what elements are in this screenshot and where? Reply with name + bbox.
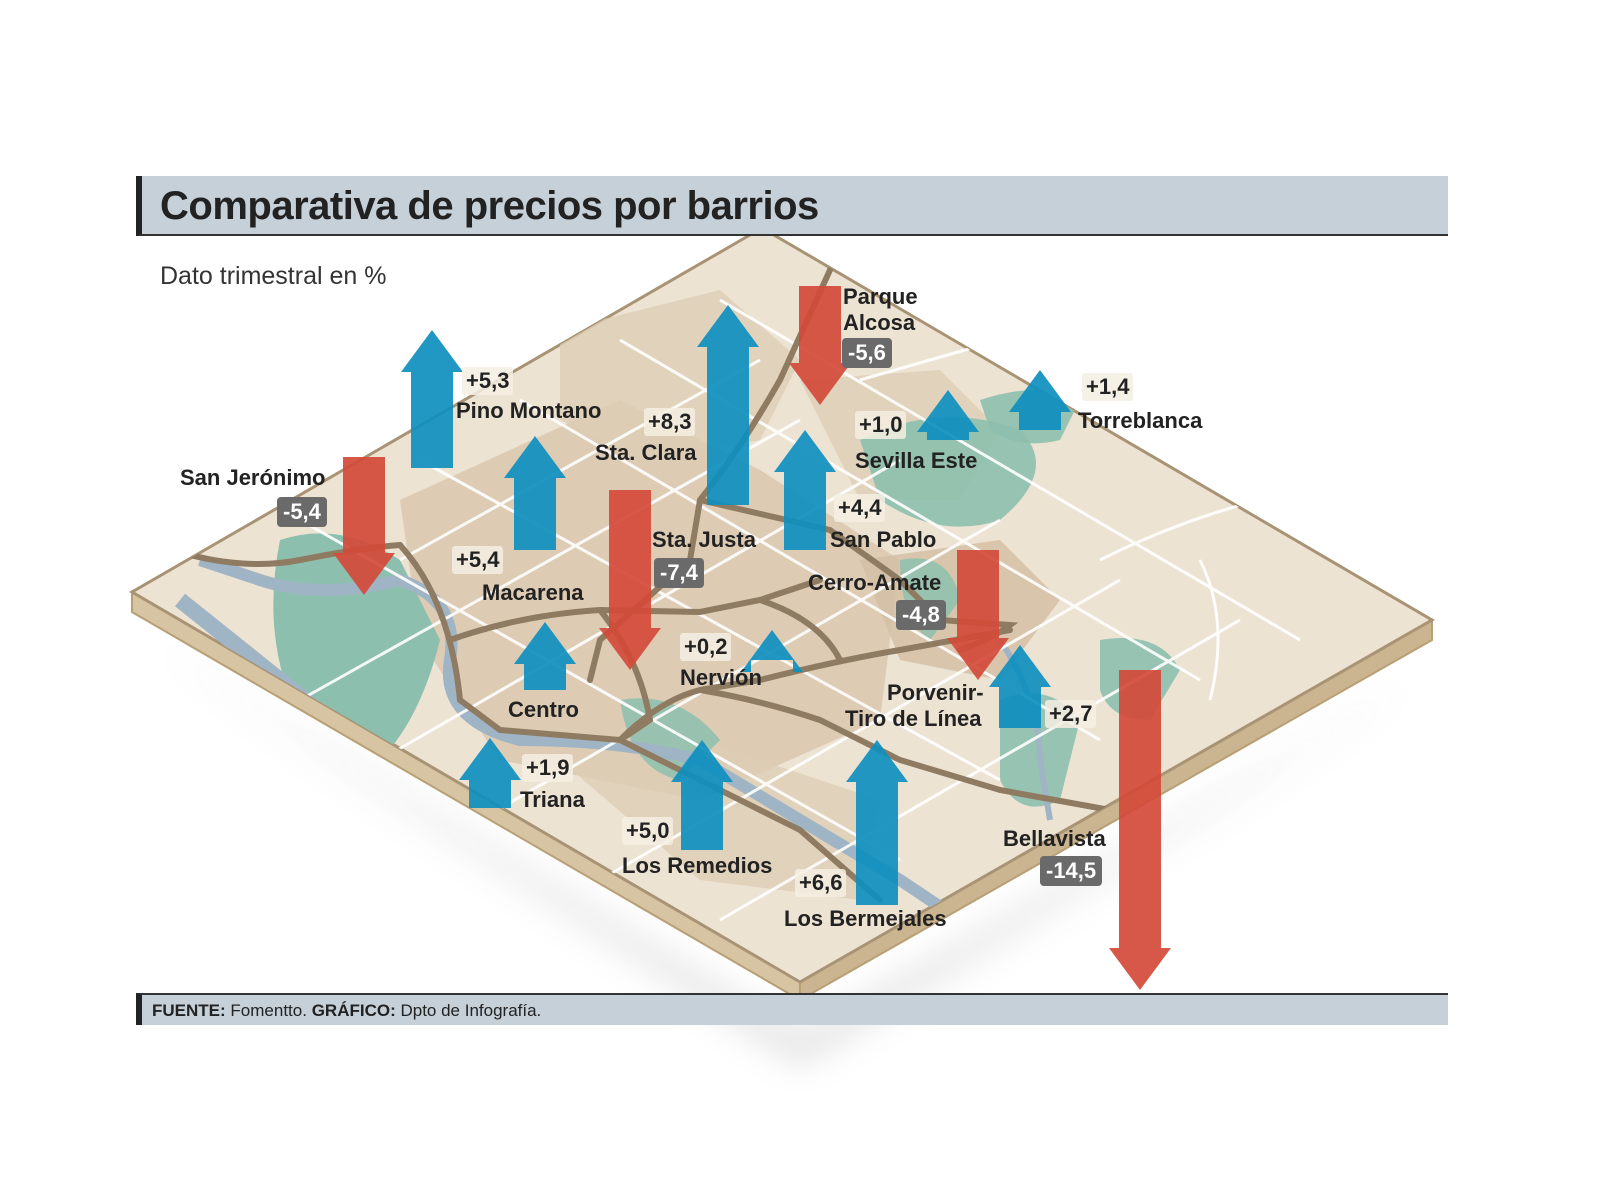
source-label: FUENTE: bbox=[152, 1001, 226, 1020]
barrio-name-label: Sta. Justa bbox=[652, 527, 756, 552]
arrow-down-icon-2 bbox=[789, 286, 851, 405]
barrio-name-label: Cerro-Amate bbox=[808, 570, 942, 595]
value-label-positive: +5,4 bbox=[452, 546, 504, 574]
arrow-down-icon-5 bbox=[333, 457, 395, 595]
value-label-positive: +8,3 bbox=[644, 408, 696, 436]
title-bar: Comparativa de precios por barrios bbox=[136, 176, 1448, 236]
value-label-positive: +1,0 bbox=[855, 411, 907, 439]
barrio-name-label: Nervión bbox=[680, 665, 762, 690]
value-label-positive: +6,6 bbox=[795, 869, 847, 897]
barrio-name-label: Bellavista bbox=[1003, 826, 1106, 851]
value-badge-negative: -7,4 bbox=[654, 558, 704, 588]
arrow-up-icon-10 bbox=[741, 630, 803, 672]
value-badge-negative: -14,5 bbox=[1040, 856, 1103, 886]
page-title: Comparativa de precios por barrios bbox=[160, 184, 819, 228]
barrio-name-label: Los Remedios bbox=[622, 853, 773, 878]
barrio-name-label: Sta. Clara bbox=[595, 440, 697, 465]
arrow-up-icon-12 bbox=[989, 645, 1051, 728]
barrio-name-label: Centro bbox=[508, 697, 579, 722]
barrio-name-label: San Pablo bbox=[830, 527, 937, 552]
value-label-positive: +1,4 bbox=[1082, 373, 1134, 401]
arrow-up-icon-1 bbox=[697, 305, 759, 505]
value-label-positive: +5,0 bbox=[622, 817, 674, 845]
barrio-name-label: Triana bbox=[520, 787, 585, 812]
arrow-up-icon-0 bbox=[401, 330, 463, 468]
barrio-name-label: Torreblanca bbox=[1078, 408, 1203, 433]
arrow-up-icon-3 bbox=[917, 390, 979, 440]
arrow-up-icon-4 bbox=[1009, 370, 1071, 430]
barrio-name-label: Sevilla Este bbox=[855, 448, 978, 473]
barrio-name-label: Parque Alcosa bbox=[843, 284, 918, 335]
value-label-positive: +0,2 bbox=[680, 633, 732, 661]
barrio-name-label: Porvenir- Tiro de Línea bbox=[845, 680, 984, 731]
arrow-up-icon-14 bbox=[671, 740, 733, 850]
arrow-up-icon-6 bbox=[504, 436, 566, 550]
barrio-name-label: Pino Montano bbox=[456, 398, 602, 423]
value-label-positive: +1,9 bbox=[522, 754, 574, 782]
arrow-down-icon-7 bbox=[599, 490, 661, 670]
arrow-up-icon-15 bbox=[846, 740, 908, 905]
barrio-name-label: San Jerónimo bbox=[180, 465, 326, 490]
arrow-down-icon-9 bbox=[947, 550, 1009, 680]
value-label-positive: +5,3 bbox=[462, 367, 514, 395]
value-label-positive: +2,7 bbox=[1045, 700, 1097, 728]
graphic-value: Dpto de Infografía. bbox=[400, 1001, 542, 1020]
value-badge-negative: -5,6 bbox=[842, 338, 892, 368]
chart-subtitle: Dato trimestral en % bbox=[160, 262, 387, 290]
source-value: Fomentto. bbox=[230, 1001, 307, 1020]
arrow-down-icon-16 bbox=[1109, 670, 1171, 990]
graphic-label: GRÁFICO: bbox=[311, 1001, 396, 1020]
source-footer: FUENTE: Fomentto. GRÁFICO: Dpto de Infog… bbox=[136, 993, 1448, 1025]
arrow-up-icon-13 bbox=[459, 738, 521, 808]
barrio-name-label: Macarena bbox=[482, 580, 584, 605]
value-badge-negative: -5,4 bbox=[277, 497, 327, 527]
barrio-name-label: Los Bermejales bbox=[784, 906, 947, 931]
arrow-up-icon-11 bbox=[514, 622, 576, 690]
source-credit: FUENTE: Fomentto. GRÁFICO: Dpto de Infog… bbox=[152, 1001, 541, 1021]
arrow-up-icon-8 bbox=[774, 430, 836, 550]
value-label-positive: +4,4 bbox=[834, 494, 886, 522]
value-badge-negative: -4,8 bbox=[896, 600, 946, 630]
